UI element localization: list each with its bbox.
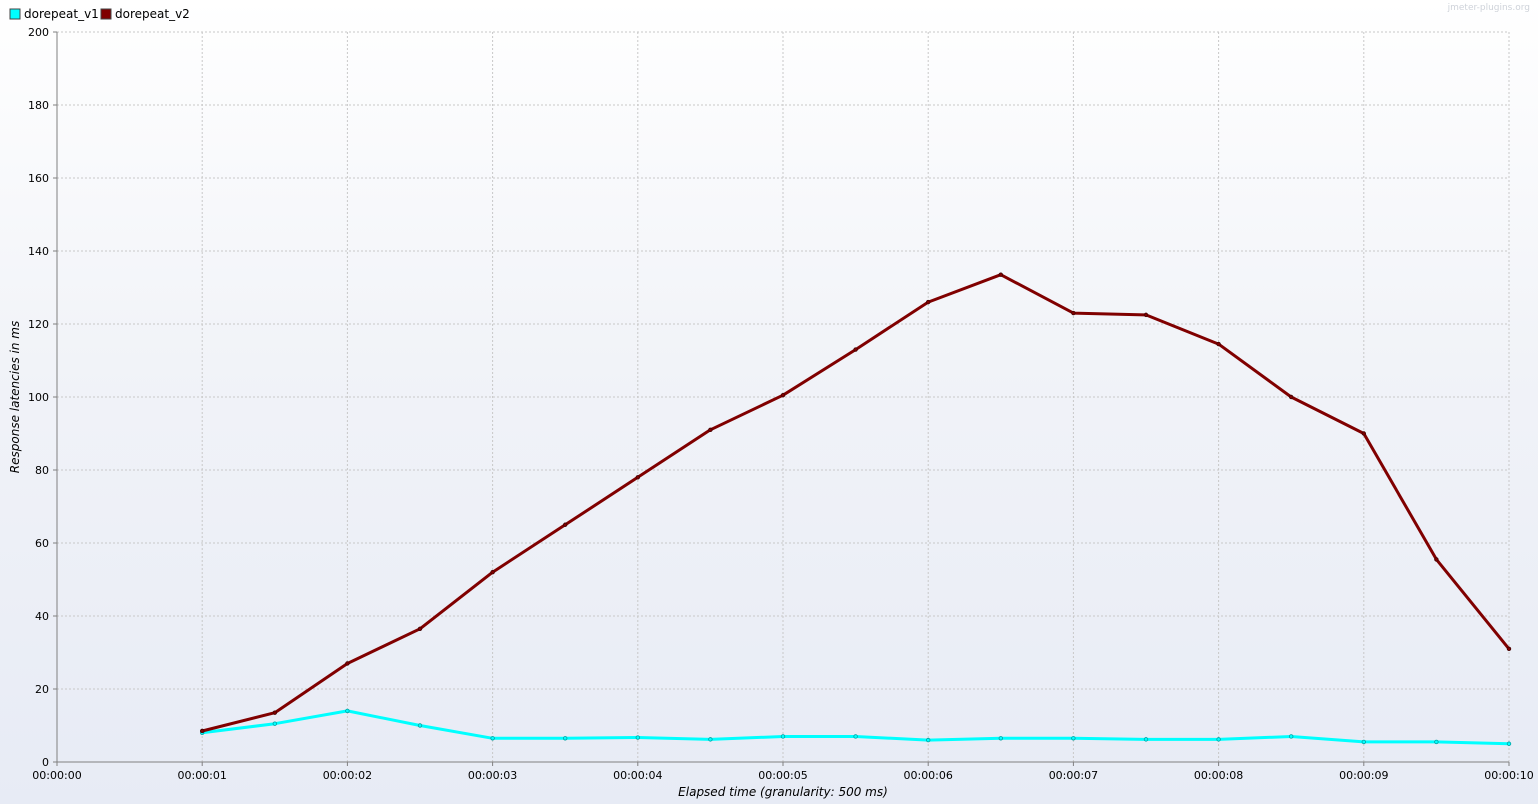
data-point-dorepeat_v1 <box>1361 739 1366 745</box>
data-point-dorepeat_v2 <box>1434 557 1439 562</box>
y-tick-label: 80 <box>35 464 49 477</box>
watermark-text: jmeter-plugins.org <box>1447 3 1530 13</box>
data-point-dorepeat_v2 <box>1071 310 1076 316</box>
data-point-dorepeat_v2 <box>490 570 495 575</box>
x-tick-label: 00:00:07 <box>1049 769 1098 782</box>
legend: dorepeat_v1 dorepeat_v2 <box>9 7 190 21</box>
data-point-dorepeat_v1 <box>490 736 495 741</box>
data-point-dorepeat_v1 <box>853 734 858 739</box>
data-point-dorepeat_v2 <box>563 522 568 527</box>
data-point-dorepeat_v2 <box>199 728 205 734</box>
x-tick-label: 00:00:02 <box>323 769 372 782</box>
data-point-dorepeat_v2 <box>780 392 786 398</box>
data-point-dorepeat_v1 <box>1434 739 1439 745</box>
data-point-dorepeat_v2 <box>1288 394 1294 400</box>
data-point-dorepeat_v2 <box>1506 646 1512 652</box>
data-point-dorepeat_v2 <box>417 626 423 631</box>
y-tick-label: 180 <box>28 99 49 112</box>
data-point-dorepeat_v2 <box>1361 431 1366 436</box>
data-point-dorepeat_v1 <box>1288 734 1294 739</box>
y-tick-label: 40 <box>35 610 49 623</box>
data-point-dorepeat_v1 <box>345 708 350 714</box>
legend-label: dorepeat_v2 <box>115 7 190 21</box>
data-point-dorepeat_v1 <box>1216 737 1221 742</box>
y-tick-label: 60 <box>35 537 49 550</box>
data-point-dorepeat_v1 <box>563 736 568 741</box>
data-point-dorepeat_v1 <box>926 737 931 743</box>
x-tick-label: 00:00:10 <box>1484 769 1533 782</box>
y-tick-label: 0 <box>42 756 49 769</box>
x-tick-label: 00:00:04 <box>613 769 662 782</box>
data-point-dorepeat_v1 <box>635 735 640 740</box>
x-tick-label: 00:00:06 <box>903 769 952 782</box>
data-point-dorepeat_v2 <box>272 710 277 715</box>
legend-swatch <box>100 8 112 20</box>
x-tick-label: 00:00:08 <box>1194 769 1243 782</box>
series-line-dorepeat_v1 <box>200 709 1511 746</box>
data-point-dorepeat_v1 <box>1071 736 1076 741</box>
data-point-dorepeat_v2 <box>635 475 640 480</box>
data-point-dorepeat_v2 <box>926 299 931 305</box>
data-point-dorepeat_v1 <box>708 737 713 742</box>
x-tick-label: 00:00:01 <box>177 769 226 782</box>
legend-label: dorepeat_v1 <box>24 7 99 21</box>
y-tick-label: 160 <box>28 172 49 185</box>
axis-layer: 0 20 40 60 80 100 120 140 160 180 200 00:00:00 00:00… <box>28 26 1534 782</box>
data-point-dorepeat_v2 <box>998 272 1003 277</box>
data-point-dorepeat_v1 <box>417 723 423 728</box>
data-point-dorepeat_v2 <box>853 347 858 352</box>
x-tick-label: 00:00:00 <box>32 769 81 782</box>
y-tick-label: 200 <box>28 26 49 39</box>
data-point-dorepeat_v1 <box>1506 741 1512 746</box>
data-point-dorepeat_v2 <box>1216 341 1221 347</box>
x-axis-title: Elapsed time (granularity: 500 ms) <box>678 785 888 799</box>
data-point-dorepeat_v2 <box>708 427 713 433</box>
y-tick-label: 100 <box>28 391 49 404</box>
data-point-dorepeat_v2 <box>345 661 350 666</box>
data-point-dorepeat_v1 <box>1143 737 1149 742</box>
data-point-dorepeat_v2 <box>1143 312 1149 318</box>
data-point-dorepeat_v1 <box>998 736 1003 741</box>
data-point-dorepeat_v1 <box>272 721 277 726</box>
series-line-dorepeat_v2 <box>200 273 1511 733</box>
y-axis-title: Response latencies in ms <box>8 321 22 473</box>
x-tick-label: 00:00:05 <box>758 769 807 782</box>
y-tick-label: 20 <box>35 683 49 696</box>
y-tick-label: 120 <box>28 318 49 331</box>
y-tick-label: 140 <box>28 245 49 258</box>
series-layer <box>199 272 1512 746</box>
x-tick-label: 00:00:09 <box>1339 769 1388 782</box>
data-point-dorepeat_v1 <box>780 734 786 739</box>
legend-swatch <box>9 8 21 20</box>
x-tick-label: 00:00:03 <box>468 769 517 782</box>
